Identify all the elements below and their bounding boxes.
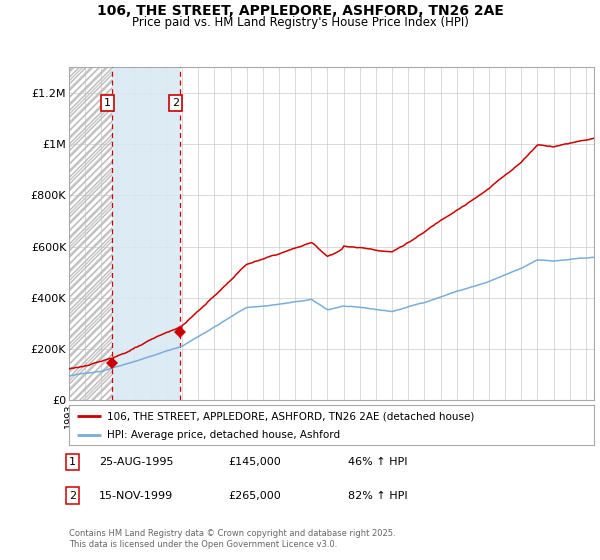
- Text: Price paid vs. HM Land Registry's House Price Index (HPI): Price paid vs. HM Land Registry's House …: [131, 16, 469, 29]
- Bar: [112, 67, 180, 400]
- Text: £265,000: £265,000: [228, 491, 281, 501]
- Text: 46% ↑ HPI: 46% ↑ HPI: [348, 457, 407, 467]
- Text: 1: 1: [69, 457, 76, 467]
- Text: HPI: Average price, detached house, Ashford: HPI: Average price, detached house, Ashf…: [107, 430, 340, 440]
- Text: 1: 1: [104, 98, 111, 108]
- Text: £145,000: £145,000: [228, 457, 281, 467]
- Bar: [69, 67, 112, 400]
- Text: 106, THE STREET, APPLEDORE, ASHFORD, TN26 2AE: 106, THE STREET, APPLEDORE, ASHFORD, TN2…: [97, 4, 503, 18]
- Bar: [69, 67, 112, 400]
- Text: 106, THE STREET, APPLEDORE, ASHFORD, TN26 2AE (detached house): 106, THE STREET, APPLEDORE, ASHFORD, TN2…: [107, 411, 474, 421]
- Text: 2: 2: [172, 98, 179, 108]
- Text: 15-NOV-1999: 15-NOV-1999: [99, 491, 173, 501]
- Text: Contains HM Land Registry data © Crown copyright and database right 2025.
This d: Contains HM Land Registry data © Crown c…: [69, 529, 395, 549]
- Bar: [69, 67, 112, 400]
- Text: 82% ↑ HPI: 82% ↑ HPI: [348, 491, 407, 501]
- Text: 2: 2: [69, 491, 76, 501]
- Text: 25-AUG-1995: 25-AUG-1995: [99, 457, 173, 467]
